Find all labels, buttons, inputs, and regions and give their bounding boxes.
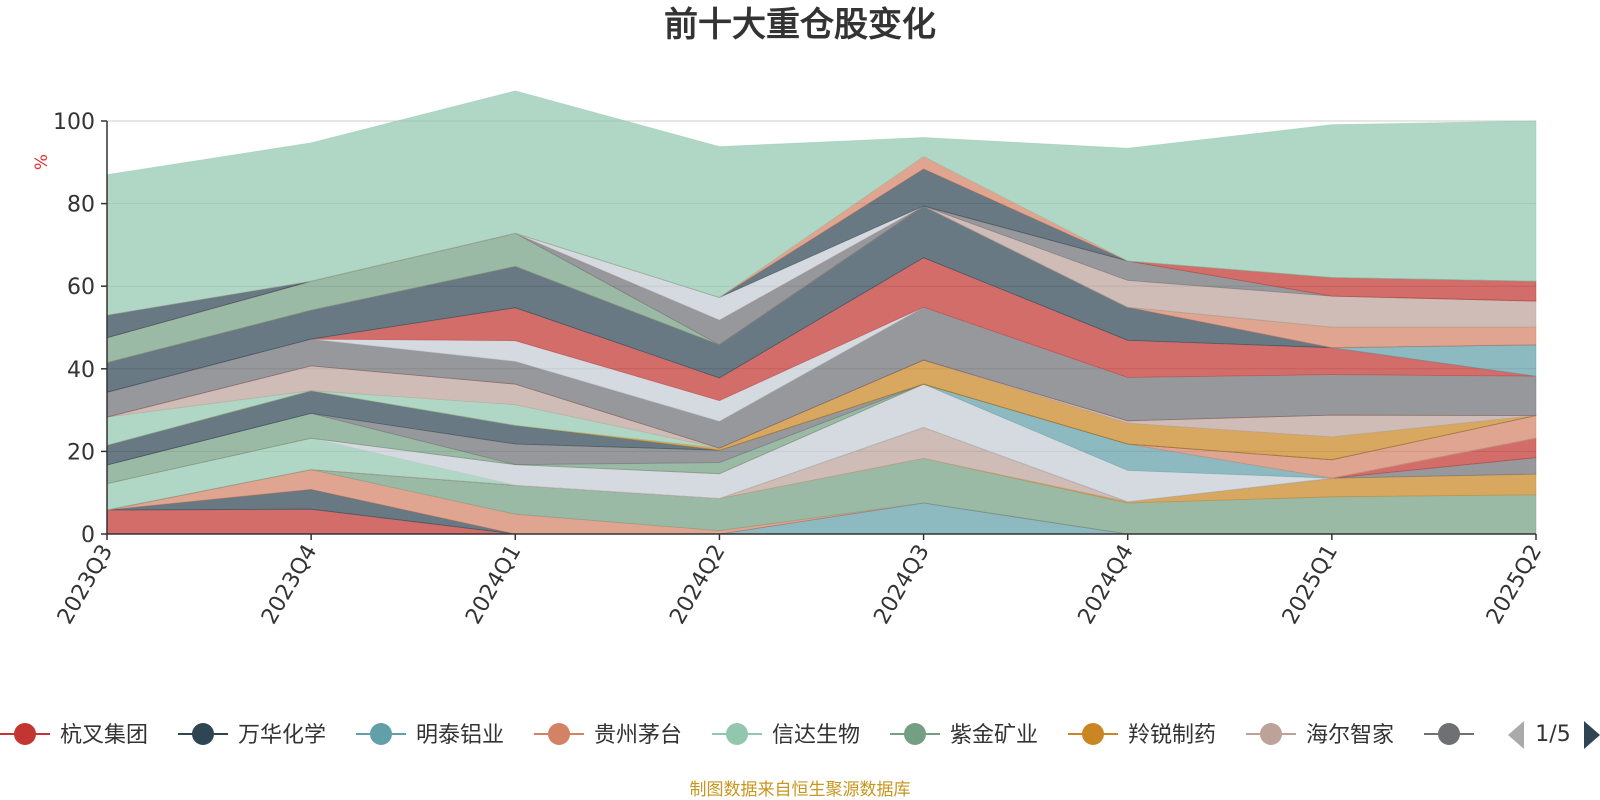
- source-note: 制图数据来自恒生聚源数据库: [690, 780, 911, 800]
- legend-next-page-icon[interactable]: [1584, 721, 1600, 749]
- y-tick-label: 60: [67, 275, 95, 300]
- legend-item[interactable]: 紫金矿业: [890, 723, 1038, 748]
- y-axis-unit: %: [32, 154, 52, 170]
- chart-title: 前十大重仓股变化: [664, 5, 936, 45]
- legend-item[interactable]: 贵州茅台: [534, 723, 682, 748]
- y-tick-label: 20: [67, 440, 95, 465]
- x-tick-label: 2023Q3: [53, 541, 118, 629]
- legend-marker-icon: [904, 723, 926, 745]
- legend-label: 信达生物: [772, 723, 860, 748]
- legend-item[interactable]: 羚锐制药: [1068, 723, 1216, 748]
- x-tick-label: 2023Q4: [257, 541, 322, 629]
- y-tick-label: 100: [53, 110, 95, 135]
- x-tick-label: 2025Q1: [1278, 541, 1343, 629]
- legend-marker-icon: [370, 723, 392, 745]
- legend-item[interactable]: 信达生物: [712, 723, 860, 748]
- area-series: [106, 90, 1537, 535]
- y-tick-label: 80: [67, 193, 95, 218]
- legend-marker-icon: [726, 723, 748, 745]
- legend-label: 杭叉集团: [60, 723, 148, 748]
- area-series-34: [106, 90, 1537, 316]
- legend-item[interactable]: 明泰铝业: [356, 723, 504, 748]
- x-tick-label: 2025Q2: [1482, 541, 1547, 629]
- legend-marker-icon: [1082, 723, 1104, 745]
- legend-label: 羚锐制药: [1128, 723, 1216, 748]
- legend: 杭叉集团 万华化学 明泰铝业 贵州茅台 信达生物 紫金矿业 羚锐制药 海尔智家: [0, 723, 1474, 748]
- legend-pager: 1/5: [1508, 721, 1600, 749]
- legend-marker-icon: [192, 723, 214, 745]
- legend-item[interactable]: 杭叉集团: [0, 723, 148, 748]
- legend-marker-icon: [548, 723, 570, 745]
- legend-item[interactable]: [1424, 723, 1474, 745]
- legend-marker-icon: [14, 723, 36, 745]
- legend-item[interactable]: 万华化学: [178, 723, 326, 748]
- legend-label: 紫金矿业: [950, 723, 1038, 748]
- legend-label: 万华化学: [238, 723, 326, 748]
- x-tick-label: 2024Q4: [1074, 541, 1139, 629]
- x-tick-label: 2024Q3: [869, 541, 934, 629]
- legend-prev-page-icon[interactable]: [1508, 721, 1524, 749]
- legend-marker-icon: [1438, 723, 1460, 745]
- legend-item[interactable]: 海尔智家: [1246, 723, 1394, 748]
- legend-label: 贵州茅台: [594, 723, 682, 748]
- y-tick-label: 40: [67, 358, 95, 383]
- legend-marker-icon: [1260, 723, 1282, 745]
- y-tick-label: 0: [81, 523, 95, 548]
- legend-page-label: 1/5: [1535, 722, 1570, 747]
- x-tick-label: 2024Q2: [665, 541, 730, 629]
- legend-label: 海尔智家: [1306, 723, 1394, 748]
- x-tick-label: 2024Q1: [461, 541, 526, 629]
- legend-label: 明泰铝业: [416, 723, 504, 748]
